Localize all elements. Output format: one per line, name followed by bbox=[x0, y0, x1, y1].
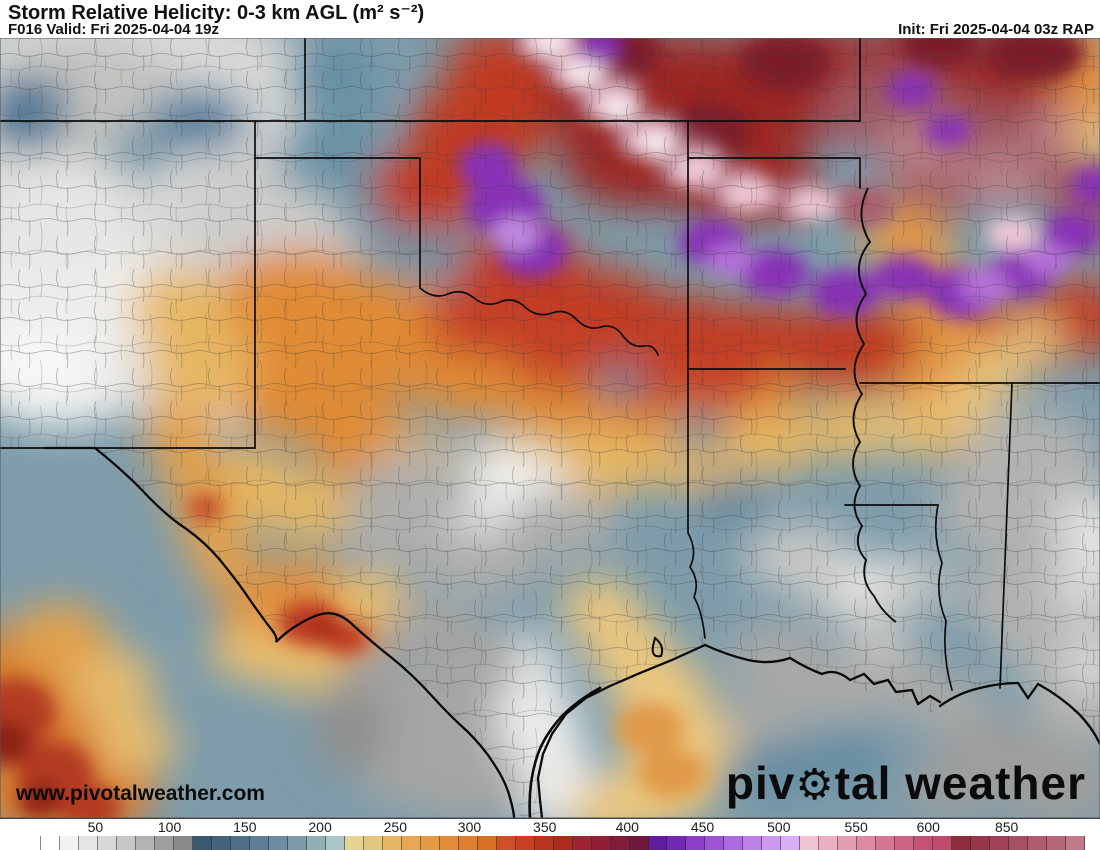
colorbar-tick-500: 500 bbox=[767, 819, 791, 835]
colorbar-cell bbox=[287, 836, 307, 850]
colorbar-cell bbox=[401, 836, 421, 850]
colorbar-cell bbox=[59, 836, 79, 850]
colorbar-cell bbox=[914, 836, 934, 850]
colorbar-cell bbox=[876, 836, 896, 850]
colorbar-cell bbox=[762, 836, 782, 850]
valid-time-label: F016 Valid: Fri 2025-04-04 19z bbox=[8, 21, 219, 38]
helicity-map: piv⚙tal weather www.pivotalweather.com bbox=[0, 38, 1100, 818]
colorbar-cell bbox=[895, 836, 915, 850]
coastline bbox=[43, 446, 1100, 818]
colorbar-cell bbox=[458, 836, 478, 850]
colorbar-cell bbox=[1066, 836, 1086, 850]
colorbar-tick-100: 100 bbox=[157, 819, 182, 835]
colorbar-cell bbox=[192, 836, 212, 850]
colorbar-cell bbox=[667, 836, 687, 850]
colorbar-cell bbox=[724, 836, 744, 850]
page-title: Storm Relative Helicity: 0-3 km AGL (m² … bbox=[8, 2, 425, 24]
colorbar-cell bbox=[154, 836, 174, 850]
colorbar-tick-300: 300 bbox=[457, 819, 482, 835]
colorbar-cell bbox=[135, 836, 155, 850]
colorbar-cell bbox=[819, 836, 839, 850]
colorbar-cell bbox=[382, 836, 402, 850]
colorbar-tick-850: 850 bbox=[994, 819, 1019, 835]
state-borders bbox=[0, 38, 1100, 691]
colorbar-tick-600: 600 bbox=[916, 819, 940, 835]
colorbar-cell bbox=[439, 836, 459, 850]
pivotal-weather-watermark: piv⚙tal weather bbox=[725, 757, 1086, 809]
colorbar-tick-250: 250 bbox=[383, 819, 407, 835]
colorbar-cell bbox=[572, 836, 592, 850]
colorbar-cell bbox=[686, 836, 706, 850]
colorbar-ticks: 50 100 150 200 250 300 350 400 450 500 550 600 850 bbox=[0, 819, 1100, 835]
colorbar-cell bbox=[534, 836, 554, 850]
colorbar: 50 100 150 200 250 300 350 400 450 500 550 600 850 bbox=[0, 818, 1100, 850]
colorbar-cell bbox=[211, 836, 231, 850]
colorbar-cell bbox=[325, 836, 345, 850]
colorbar-cell bbox=[173, 836, 193, 850]
colorbar-cell bbox=[496, 836, 516, 850]
colorbar-cell bbox=[1047, 836, 1067, 850]
colorbar-tick-150: 150 bbox=[233, 819, 257, 835]
colorbar-cell bbox=[230, 836, 250, 850]
colorbar-cell bbox=[971, 836, 991, 850]
colorbar-cell bbox=[990, 836, 1010, 850]
colorbar-cell bbox=[477, 836, 497, 850]
colorbar-cell bbox=[952, 836, 972, 850]
colorbar-cell bbox=[857, 836, 877, 850]
colorbar-cell bbox=[97, 836, 117, 850]
colorbar-cell bbox=[800, 836, 820, 850]
colorbar-cell bbox=[553, 836, 573, 850]
init-time-label: Init: Fri 2025-04-04 03z RAP bbox=[898, 21, 1094, 38]
colorbar-cell bbox=[705, 836, 725, 850]
colorbar-cell bbox=[344, 836, 364, 850]
colorbar-cell bbox=[420, 836, 440, 850]
colorbar-tick-350: 350 bbox=[533, 819, 557, 835]
colorbar-tick-200: 200 bbox=[308, 819, 332, 835]
colorbar-cell bbox=[648, 836, 668, 850]
colorbar-cell bbox=[116, 836, 136, 850]
colorbar-cell bbox=[933, 836, 953, 850]
colorbar-cell bbox=[249, 836, 269, 850]
colorbar-cell bbox=[838, 836, 858, 850]
colorbar-cell bbox=[629, 836, 649, 850]
colorbar-cell bbox=[1028, 836, 1048, 850]
colorbar-cells bbox=[40, 836, 1086, 850]
map-canvas bbox=[0, 38, 1100, 818]
colorbar-cell bbox=[268, 836, 288, 850]
colorbar-tick-550: 550 bbox=[844, 819, 868, 835]
colorbar-cell bbox=[78, 836, 98, 850]
colorbar-cell bbox=[591, 836, 611, 850]
colorbar-cell bbox=[743, 836, 763, 850]
colorbar-tick-50: 50 bbox=[87, 819, 104, 835]
colorbar-cell bbox=[515, 836, 535, 850]
mississippi-river bbox=[852, 187, 897, 623]
colorbar-cell bbox=[306, 836, 326, 850]
gear-icon: ⚙ bbox=[795, 761, 835, 809]
colorbar-cell bbox=[1009, 836, 1029, 850]
header: Storm Relative Helicity: 0-3 km AGL (m² … bbox=[0, 0, 1100, 38]
website-url: www.pivotalweather.com bbox=[16, 782, 265, 805]
colorbar-cell bbox=[781, 836, 801, 850]
colorbar-tick-450: 450 bbox=[690, 819, 715, 835]
colorbar-cell bbox=[610, 836, 630, 850]
colorbar-cell bbox=[363, 836, 383, 850]
colorbar-tick-400: 400 bbox=[615, 819, 639, 835]
colorbar-cell bbox=[40, 836, 60, 850]
